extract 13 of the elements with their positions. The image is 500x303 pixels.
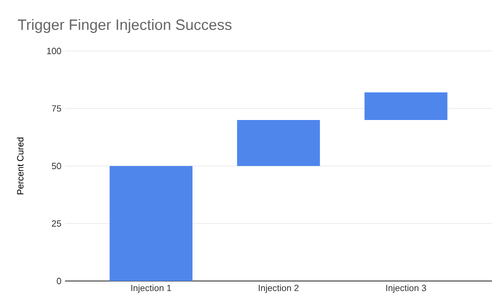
y-tick-label: 25 [52,220,62,227]
y-tick-label: 50 [52,162,62,170]
x-tick-label: Injection 1 [131,284,172,293]
chart-title: Trigger Finger Injection Success [18,19,232,33]
bar [110,166,192,281]
y-tick-label: 0 [56,278,62,284]
bar [364,92,448,120]
y-tick-label: 100 [47,48,62,54]
bar [237,120,320,166]
y-axis-title: Percent Cured [16,138,24,194]
y-tick-label: 75 [52,105,62,112]
x-tick-label: Injection 2 [258,284,299,293]
x-tick-label: Injection 3 [386,284,426,293]
